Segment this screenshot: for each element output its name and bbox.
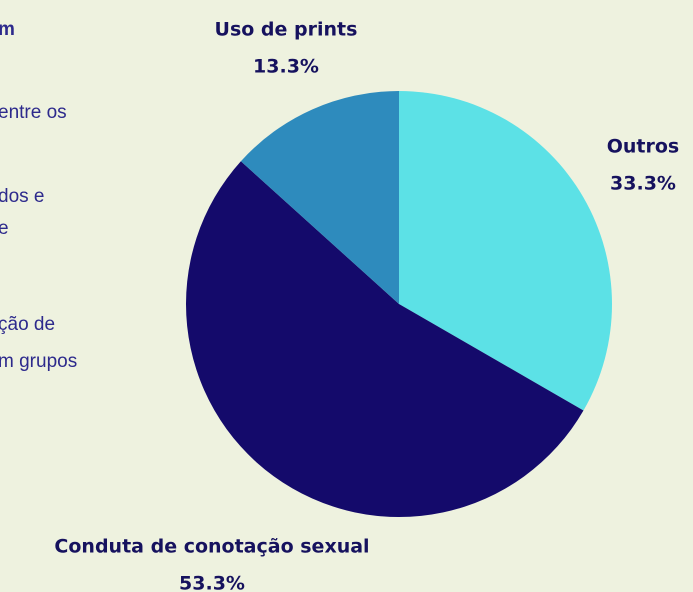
side-text: e [0,218,9,239]
pie-slice [240,91,399,304]
slice-value: 13.3% [253,56,319,78]
side-text: ção de [0,314,55,335]
side-text: m grupos [0,351,77,372]
side-text: m [0,19,15,40]
side-text: entre os [0,102,67,123]
pie-slice [186,161,584,517]
side-text: dos e [0,186,44,207]
slice-value: 53.3% [179,573,245,592]
slice-value: 33.3% [610,173,676,195]
pie-slice [399,91,612,411]
slice-label: Conduta de conotação sexual [54,536,369,558]
slice-label: Uso de prints [215,19,358,41]
slice-label: Outros [607,136,680,158]
